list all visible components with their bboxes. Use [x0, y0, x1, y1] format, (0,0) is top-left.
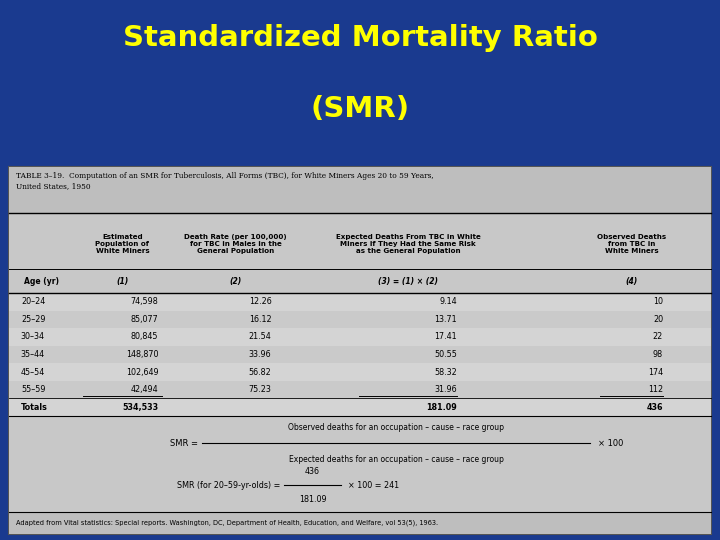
FancyBboxPatch shape	[9, 310, 711, 328]
Text: (4): (4)	[625, 277, 638, 286]
Text: 33.96: 33.96	[249, 350, 271, 359]
Text: SMR =: SMR =	[170, 439, 198, 448]
FancyBboxPatch shape	[9, 213, 711, 293]
Text: (2): (2)	[229, 277, 242, 286]
Text: 13.71: 13.71	[435, 315, 457, 324]
Text: Expected Deaths From TBC in White
Miners if They Had the Same Risk
as the Genera: Expected Deaths From TBC in White Miners…	[336, 233, 481, 254]
Text: 75.23: 75.23	[248, 385, 271, 394]
Text: 534,533: 534,533	[122, 402, 158, 411]
Text: (1): (1)	[116, 277, 129, 286]
Text: (SMR): (SMR)	[310, 94, 410, 123]
FancyBboxPatch shape	[9, 167, 711, 213]
Text: 42,494: 42,494	[131, 385, 158, 394]
FancyBboxPatch shape	[9, 363, 711, 381]
FancyBboxPatch shape	[9, 416, 711, 512]
Text: 25–29: 25–29	[21, 315, 45, 324]
Text: 10: 10	[653, 298, 663, 307]
Text: 98: 98	[653, 350, 663, 359]
Text: 20: 20	[653, 315, 663, 324]
Text: Death Rate (per 100,000)
for TBC in Males in the
General Population: Death Rate (per 100,000) for TBC in Male…	[184, 233, 287, 254]
Text: TABLE 3–19.  Computation of an SMR for Tuberculosis, All Forms (TBC), for White : TABLE 3–19. Computation of an SMR for Tu…	[16, 172, 433, 190]
Text: 56.82: 56.82	[248, 368, 271, 376]
Text: 102,649: 102,649	[126, 368, 158, 376]
Text: 35–44: 35–44	[21, 350, 45, 359]
Text: 181.09: 181.09	[299, 495, 326, 504]
Text: 80,845: 80,845	[131, 333, 158, 341]
Text: 436: 436	[647, 402, 663, 411]
FancyBboxPatch shape	[9, 399, 711, 416]
Text: 436: 436	[305, 467, 320, 476]
Text: Observed deaths for an occupation – cause – race group: Observed deaths for an occupation – caus…	[288, 423, 504, 432]
Text: 20–24: 20–24	[21, 298, 45, 307]
Text: Adapted from Vital statistics: Special reports. Washington, DC, Department of He: Adapted from Vital statistics: Special r…	[16, 519, 438, 526]
Text: (3) = (1) × (2): (3) = (1) × (2)	[378, 277, 438, 286]
Text: 30–34: 30–34	[21, 333, 45, 341]
Text: 58.32: 58.32	[434, 368, 457, 376]
Text: 17.41: 17.41	[435, 333, 457, 341]
Text: 16.12: 16.12	[249, 315, 271, 324]
Text: 9.14: 9.14	[440, 298, 457, 307]
Text: Totals: Totals	[21, 402, 48, 411]
FancyBboxPatch shape	[9, 167, 711, 534]
Text: 55–59: 55–59	[21, 385, 45, 394]
Text: × 100: × 100	[598, 439, 623, 448]
Text: Standardized Mortality Ratio: Standardized Mortality Ratio	[122, 24, 598, 52]
Text: SMR (for 20–59-yr-olds) =: SMR (for 20–59-yr-olds) =	[177, 481, 281, 490]
Text: 31.96: 31.96	[435, 385, 457, 394]
Text: × 100 = 241: × 100 = 241	[348, 481, 399, 490]
Text: 12.26: 12.26	[248, 298, 271, 307]
FancyBboxPatch shape	[9, 512, 711, 534]
Text: 22: 22	[653, 333, 663, 341]
Text: Observed Deaths
from TBC in
White Miners: Observed Deaths from TBC in White Miners	[597, 233, 666, 254]
Text: 74,598: 74,598	[130, 298, 158, 307]
Text: 45–54: 45–54	[21, 368, 45, 376]
Text: 148,870: 148,870	[126, 350, 158, 359]
Text: 50.55: 50.55	[434, 350, 457, 359]
Text: 21.54: 21.54	[248, 333, 271, 341]
FancyBboxPatch shape	[9, 346, 711, 363]
Text: 181.09: 181.09	[426, 402, 457, 411]
Text: Expected deaths for an occupation – cause – race group: Expected deaths for an occupation – caus…	[289, 455, 503, 464]
Text: 174: 174	[648, 368, 663, 376]
Text: Estimated
Population of
White Miners: Estimated Population of White Miners	[96, 233, 149, 254]
FancyBboxPatch shape	[9, 293, 711, 310]
Text: 85,077: 85,077	[130, 315, 158, 324]
FancyBboxPatch shape	[9, 381, 711, 399]
Text: Age (yr): Age (yr)	[24, 277, 58, 286]
Text: 112: 112	[648, 385, 663, 394]
FancyBboxPatch shape	[9, 328, 711, 346]
